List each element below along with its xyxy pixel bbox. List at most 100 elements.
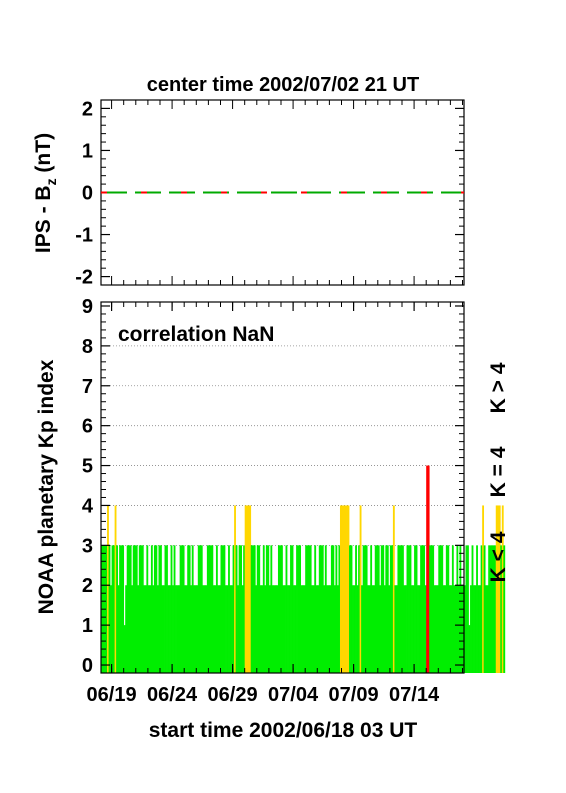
kp-bar [468, 625, 471, 673]
kp-ytick-label: 5 [82, 456, 93, 478]
kp-bar [173, 545, 176, 673]
ips-bz-ylabel: IPS - Bz (nT) [32, 133, 59, 253]
kp-bar [240, 545, 243, 673]
legend-k-lt-4: K < 4 [487, 531, 510, 582]
kp-bar [194, 585, 197, 673]
kp-bar [395, 585, 398, 673]
kp-xtick-label: 06/29 [208, 684, 258, 706]
kp-bar [306, 545, 309, 673]
kp-bar [483, 545, 486, 673]
kp-bar [426, 465, 429, 673]
kp-ylabel: NOAA planetary Kp index [35, 359, 58, 614]
kp-bar [265, 545, 268, 673]
kp-bar [238, 545, 241, 673]
kp-bar [277, 545, 280, 673]
kp-bar [158, 545, 161, 673]
kp-bar [409, 545, 412, 673]
kp-bar [391, 545, 394, 673]
kp-bar [321, 545, 324, 673]
kp-xtick-label: 07/04 [268, 684, 319, 706]
kp-bar [312, 585, 315, 673]
kp-bar [138, 545, 141, 673]
ips-bz-ytick-label: 1 [82, 140, 93, 162]
kp-bar [200, 545, 203, 673]
kp-bar [361, 585, 364, 673]
kp-bar [182, 545, 185, 673]
kp-bar [423, 545, 426, 673]
kp-bar [491, 545, 494, 673]
kp-bar [388, 585, 391, 673]
kp-bar [212, 585, 215, 673]
kp-bar [447, 545, 450, 673]
kp-bar [414, 545, 416, 673]
kp-bar [234, 505, 236, 673]
kp-bar [128, 545, 131, 673]
kp-bar [303, 585, 306, 673]
kp-bar [225, 585, 227, 673]
legend-k-eq-4: K = 4 [487, 446, 510, 497]
kp-bar [335, 545, 338, 673]
kp-ytick-label: 1 [82, 615, 93, 637]
kp-bar [246, 505, 249, 673]
kp-bar [215, 545, 218, 673]
kp-panel: 0 1 2 3 4 5 6 7 8 9 06/19 06/24 06/29 07/04 07/09 07/1… [35, 296, 506, 742]
kp-bar [408, 545, 410, 673]
kp-bar [489, 545, 492, 673]
kp-bar [135, 545, 138, 673]
kp-bar [297, 545, 300, 673]
kp-bar [108, 545, 111, 673]
kp-bar [460, 585, 463, 673]
kp-bar [467, 545, 469, 673]
kp-bar [318, 545, 321, 673]
kp-bar [385, 545, 388, 673]
kp-bar [113, 545, 115, 673]
kp-bar [203, 585, 206, 673]
kp-bar [367, 585, 370, 673]
kp-bar [429, 545, 432, 673]
kp-bar [261, 585, 264, 673]
kp-bar [420, 545, 422, 673]
kp-bar [232, 545, 235, 673]
kp-bar [436, 585, 439, 673]
kp-bar [397, 545, 400, 673]
kp-bar [170, 545, 173, 673]
kp-bar [150, 545, 153, 673]
kp-bar [274, 585, 277, 673]
kp-bar [421, 545, 424, 673]
kp-bar [197, 545, 200, 673]
kp-bar [152, 585, 155, 673]
kp-bar [320, 545, 323, 673]
kp-bar [503, 545, 506, 673]
kp-bar [270, 545, 273, 673]
kp-bar [330, 545, 333, 673]
kp-bar [147, 585, 150, 673]
kp-bar [477, 585, 480, 673]
kp-bar [433, 585, 436, 673]
kp-bar [271, 585, 274, 673]
kp-bar [279, 545, 282, 673]
kp-bar [249, 505, 252, 673]
kp-bar [226, 585, 229, 673]
kp-bar [380, 545, 383, 673]
kp-bar [120, 545, 123, 673]
kp-bar [457, 585, 460, 673]
kp-bar [411, 585, 413, 673]
ips-bz-panel: -2 -1 0 1 2 center time 2002/07/02 21 UT IPS… [32, 74, 465, 289]
kp-bar [451, 545, 454, 673]
kp-bar [398, 545, 401, 673]
kp-bar [126, 545, 129, 673]
kp-bar [453, 585, 456, 673]
kp-bar [418, 585, 421, 673]
kp-ytick-label: 4 [82, 495, 94, 517]
kp-bar [255, 585, 258, 673]
kp-ytick-label: 9 [82, 296, 93, 318]
kp-bar [332, 545, 335, 673]
kp-bar [111, 545, 114, 673]
kp-bar [476, 545, 478, 673]
kp-bar [125, 585, 128, 673]
kp-bar [362, 545, 365, 673]
kp-bar [376, 545, 379, 673]
kp-bar [137, 585, 140, 673]
kp-bar [308, 545, 311, 673]
